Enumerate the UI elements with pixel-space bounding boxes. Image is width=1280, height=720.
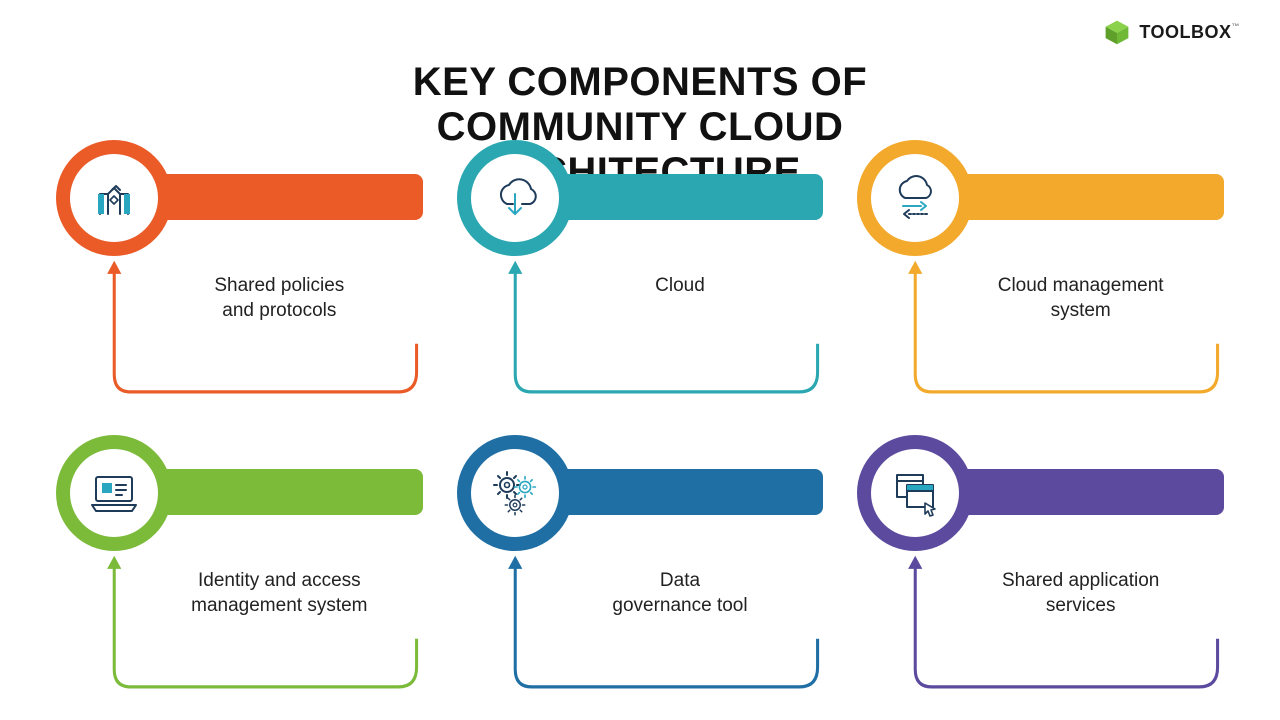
component-circle: .accent{fill:#2aa7c0;} .accent-stroke{st…: [857, 435, 973, 551]
logo-cube-icon: [1103, 18, 1131, 46]
component-shared-app: .accent{fill:#2aa7c0;} .accent-stroke{st…: [857, 435, 1224, 700]
component-cloud-mgmt: .accent{fill:#2aa7c0;} .accent-stroke{st…: [857, 140, 1224, 405]
windows-cursor-icon: .accent{fill:#2aa7c0;} .accent-stroke{st…: [887, 465, 943, 521]
component-circle: .accent{fill:#2aa7c0;} .accent-stroke{st…: [56, 435, 172, 551]
laptop-id-icon: .accent{fill:#2aa7c0;} .accent-stroke{st…: [86, 465, 142, 521]
handshake-icon: .accent{fill:#2aa7c0;} .accent-stroke{st…: [86, 170, 142, 226]
component-data-gov: .accent{fill:#2aa7c0;} .accent-stroke{st…: [457, 435, 824, 700]
component-label: Data governance tool: [549, 569, 812, 618]
cloud-down-icon: .accent{fill:#2aa7c0;} .accent-stroke{st…: [487, 170, 543, 226]
logo-text: TOOLBOX™: [1139, 22, 1240, 43]
component-label: Shared application services: [949, 569, 1212, 618]
brand-logo: TOOLBOX™: [1103, 18, 1240, 46]
cloud-sync-icon: .accent{fill:#2aa7c0;} .accent-stroke{st…: [887, 170, 943, 226]
component-label: Identity and access management system: [148, 569, 411, 618]
component-cloud: .accent{fill:#2aa7c0;} .accent-stroke{st…: [457, 140, 824, 405]
component-label: Cloud management system: [949, 274, 1212, 323]
component-label: Shared policies and protocols: [148, 274, 411, 323]
component-circle: .accent{fill:#2aa7c0;} .accent-stroke{st…: [457, 140, 573, 256]
gears-icon: .accent{fill:#2aa7c0;} .accent-stroke{st…: [487, 465, 543, 521]
component-circle-inner: .accent{fill:#2aa7c0;} .accent-stroke{st…: [471, 154, 559, 242]
component-label: Cloud: [549, 274, 812, 299]
component-circle-inner: .accent{fill:#2aa7c0;} .accent-stroke{st…: [70, 154, 158, 242]
component-circle: .accent{fill:#2aa7c0;} .accent-stroke{st…: [56, 140, 172, 256]
component-shared-policies: .accent{fill:#2aa7c0;} .accent-stroke{st…: [56, 140, 423, 405]
component-circle: .accent{fill:#2aa7c0;} .accent-stroke{st…: [857, 140, 973, 256]
component-circle-inner: .accent{fill:#2aa7c0;} .accent-stroke{st…: [70, 449, 158, 537]
component-circle-inner: .accent{fill:#2aa7c0;} .accent-stroke{st…: [871, 449, 959, 537]
component-iam: .accent{fill:#2aa7c0;} .accent-stroke{st…: [56, 435, 423, 700]
component-circle-inner: .accent{fill:#2aa7c0;} .accent-stroke{st…: [871, 154, 959, 242]
component-circle: .accent{fill:#2aa7c0;} .accent-stroke{st…: [457, 435, 573, 551]
components-grid: .accent{fill:#2aa7c0;} .accent-stroke{st…: [56, 140, 1224, 700]
component-circle-inner: .accent{fill:#2aa7c0;} .accent-stroke{st…: [471, 449, 559, 537]
